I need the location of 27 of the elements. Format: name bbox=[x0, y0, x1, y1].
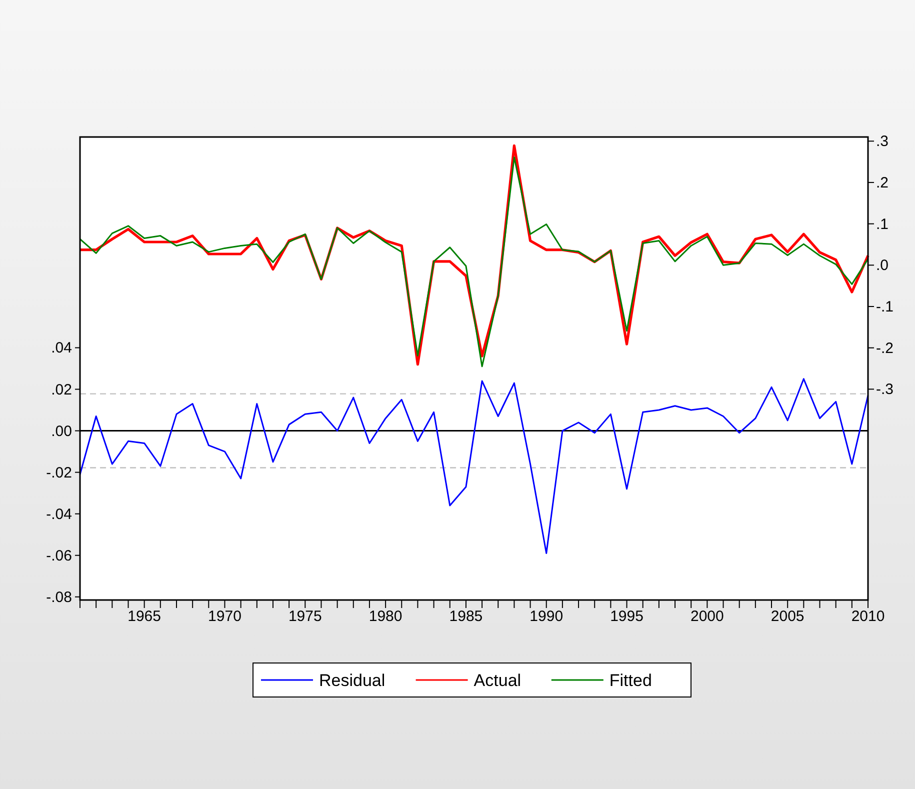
x-tick-label: 1995 bbox=[610, 608, 644, 625]
y2-tick-label: -.3 bbox=[876, 381, 894, 398]
x-tick-label: 1970 bbox=[208, 608, 242, 625]
y2-tick-label: -.1 bbox=[876, 298, 894, 316]
y2-tick-label: .0 bbox=[876, 257, 889, 274]
y2-tick-label: .2 bbox=[876, 174, 889, 192]
y2-tick-label: -.2 bbox=[876, 340, 894, 357]
y2-tick-label: .1 bbox=[876, 216, 889, 233]
y-tick-label: -.08 bbox=[46, 588, 72, 606]
x-tick-label: 2005 bbox=[770, 608, 804, 625]
x-tick-label: 1985 bbox=[449, 608, 483, 625]
x-tick-label: 1975 bbox=[288, 608, 322, 625]
y-tick-label: .04 bbox=[51, 340, 72, 357]
y-tick-label: .00 bbox=[51, 422, 72, 440]
x-tick-label: 1980 bbox=[368, 608, 402, 625]
y2-tick-label: .3 bbox=[876, 133, 889, 150]
y-tick-label: -.06 bbox=[46, 547, 72, 564]
x-tick-label: 2000 bbox=[690, 608, 724, 625]
x-tick-label: 2010 bbox=[851, 608, 885, 625]
legend-label: Fitted bbox=[609, 671, 652, 690]
x-tick-label: 1990 bbox=[530, 608, 564, 625]
y-tick-label: .02 bbox=[51, 381, 72, 398]
y-tick-label: -.02 bbox=[46, 464, 72, 482]
legend-label: Residual bbox=[319, 671, 386, 690]
y-tick-label: -.04 bbox=[46, 506, 72, 523]
legend-label: Actual bbox=[474, 671, 522, 690]
x-tick-label: 1965 bbox=[128, 608, 162, 625]
